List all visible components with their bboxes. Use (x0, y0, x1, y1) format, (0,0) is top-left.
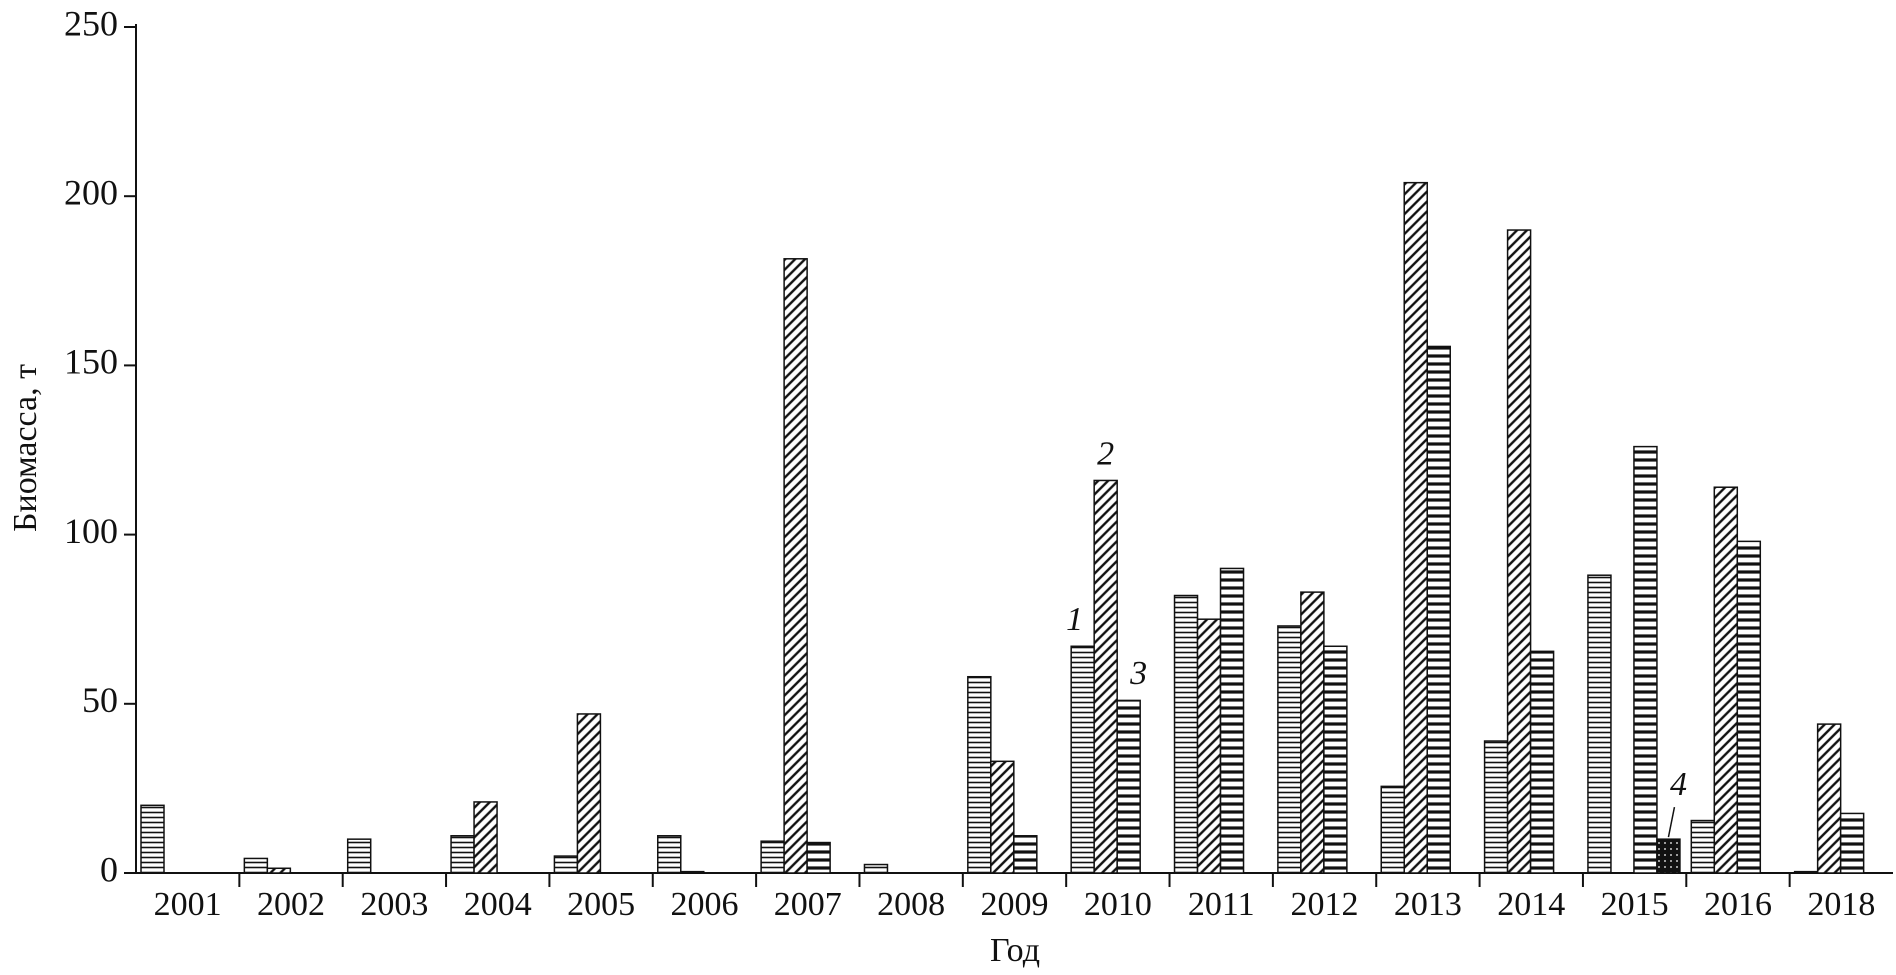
bar (243, 857, 269, 874)
bar (1070, 645, 1095, 874)
bar (1656, 838, 1681, 874)
bar (266, 867, 292, 874)
bar (1277, 625, 1302, 874)
x-tick-label: 2007 (774, 886, 842, 923)
bar (657, 835, 682, 874)
bar (806, 841, 831, 874)
x-tick-label: 2006 (670, 886, 738, 923)
series-label: 4 (1670, 766, 1687, 803)
bar (1300, 591, 1325, 874)
x-tick-label: 2013 (1394, 886, 1462, 923)
bar (863, 863, 889, 874)
y-axis-label: Биомасса, т (7, 364, 44, 532)
y-tick-label: 150 (64, 342, 118, 382)
x-tick-label: 2018 (1807, 886, 1875, 923)
series-label: 2 (1097, 435, 1114, 472)
bar (1713, 486, 1739, 874)
bar (1529, 650, 1555, 874)
bar (1196, 618, 1222, 874)
x-tick-label: 2015 (1601, 886, 1669, 923)
x-tick-label: 2002 (257, 886, 325, 923)
bar (680, 870, 705, 874)
y-tick-label: 250 (64, 3, 118, 43)
bar (1403, 181, 1428, 874)
y-tick-label: 50 (82, 680, 118, 720)
bar (783, 258, 808, 874)
y-tick-label: 100 (64, 511, 118, 551)
y-tick-label: 200 (64, 172, 118, 212)
bar (967, 675, 992, 874)
bar (1116, 699, 1141, 874)
x-tick-label: 2005 (567, 886, 635, 923)
x-tick-label: 2009 (981, 886, 1049, 923)
x-tick-label: 2001 (154, 886, 222, 923)
bar (1816, 723, 1842, 874)
x-tick-label: 2010 (1084, 886, 1152, 923)
series-label: 1 (1066, 601, 1083, 638)
bar (576, 713, 602, 874)
x-tick-label: 2011 (1188, 886, 1255, 923)
x-tick-label: 2014 (1497, 886, 1565, 923)
bar (1690, 819, 1716, 874)
bar (140, 804, 165, 874)
bar (1793, 870, 1819, 874)
bar (1093, 479, 1118, 874)
bar (1483, 740, 1509, 874)
series-label: 3 (1129, 655, 1147, 692)
bar (1839, 812, 1865, 874)
bar (553, 855, 579, 874)
bar (1736, 540, 1762, 874)
bar (1506, 229, 1532, 874)
bar (760, 840, 785, 874)
x-tick-label: 2003 (360, 886, 428, 923)
x-axis-label: Год (990, 932, 1040, 969)
bar (1426, 345, 1451, 874)
bar (346, 838, 372, 874)
x-tick-label: 2016 (1704, 886, 1772, 923)
bar (1587, 574, 1612, 874)
x-tick-label: 2012 (1291, 886, 1359, 923)
bar (1173, 594, 1199, 874)
label-leader (1667, 807, 1676, 838)
x-tick-label: 2004 (464, 886, 532, 923)
bar (1219, 567, 1245, 874)
x-tick-label: 2008 (877, 886, 945, 923)
bar (473, 801, 498, 874)
bar (1633, 445, 1658, 874)
y-tick-label: 0 (100, 849, 118, 889)
bar (1380, 785, 1405, 874)
bar (1013, 835, 1038, 874)
bar (990, 760, 1015, 874)
bar (450, 835, 475, 874)
bar (1323, 645, 1348, 874)
